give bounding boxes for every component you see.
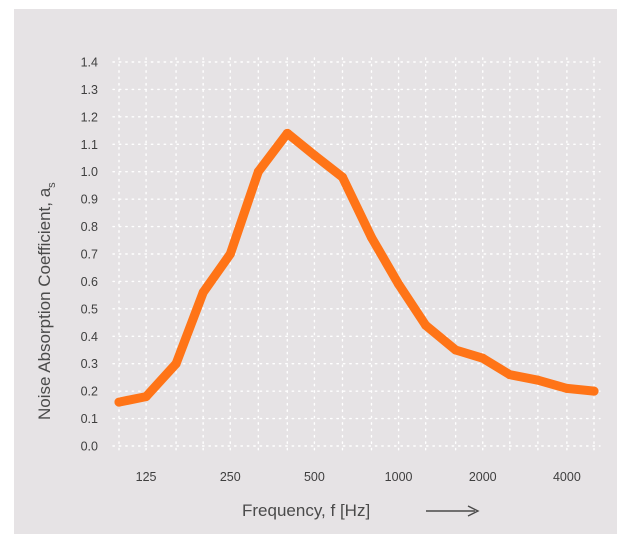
y-axis-title-subscript: s [46, 182, 58, 188]
data-point [533, 375, 543, 385]
data-point [253, 167, 263, 177]
y-tick-label: 0.3 [81, 357, 98, 371]
y-tick-label: 1.1 [81, 138, 98, 152]
x-tick-label: 500 [304, 470, 325, 484]
y-tick-label: 0.8 [81, 220, 98, 234]
tick-layer: 0.0 0.1 0.2 0.3 0.4 0.5 0.6 0.7 0.8 0.9 1.0 1.1 1.2 1… [81, 56, 581, 485]
y-tick-label: 1.3 [81, 83, 98, 97]
y-tick-label: 0.6 [81, 275, 98, 289]
data-point [337, 172, 347, 182]
data-point [421, 320, 431, 330]
data-point [366, 233, 376, 243]
y-tick-label: 0.1 [81, 412, 98, 426]
x-tick-label: 125 [136, 470, 157, 484]
y-tick-label: 0.9 [81, 193, 98, 207]
data-point [198, 287, 208, 297]
x-tick-label: 250 [220, 470, 241, 484]
data-point [141, 392, 151, 402]
y-axis-title-main: Noise Absorption Coefficient, a [35, 187, 54, 420]
data-point [114, 397, 124, 407]
data-point [225, 249, 235, 259]
data-point [478, 353, 488, 363]
x-tick-label: 1000 [385, 470, 413, 484]
data-point [589, 386, 599, 396]
x-tick-label: 4000 [553, 470, 581, 484]
data-point [171, 359, 181, 369]
y-tick-label: 1.2 [81, 110, 98, 124]
y-tick-label: 0.2 [81, 385, 98, 399]
series-layer [114, 128, 599, 407]
y-tick-label: 0.0 [81, 440, 98, 454]
data-point [451, 345, 461, 355]
y-tick-label: 0.7 [81, 248, 98, 262]
data-point [562, 383, 572, 393]
y-tick-label: 0.4 [81, 330, 98, 344]
grid-layer [112, 57, 601, 453]
y-tick-label: 1.4 [81, 56, 98, 70]
data-point [394, 279, 404, 289]
data-point [309, 150, 319, 160]
data-point [282, 128, 292, 138]
data-point [505, 370, 515, 380]
x-axis-title: Frequency, f [Hz] [242, 501, 370, 520]
y-tick-label: 1.0 [81, 165, 98, 179]
x-tick-label: 2000 [469, 470, 497, 484]
y-tick-label: 0.5 [81, 302, 98, 316]
y-axis-title: Noise Absorption Coefficient, as [35, 182, 58, 420]
series-line [114, 128, 599, 407]
x-axis-arrow [426, 505, 480, 517]
